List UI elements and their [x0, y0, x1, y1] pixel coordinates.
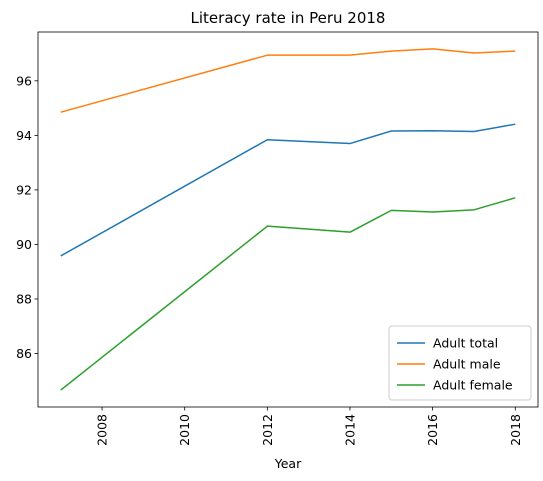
y-tick-label-3: 90: [16, 237, 32, 252]
legend-label-3: Adult female: [433, 378, 513, 393]
legend: Adult total Adult male Adult female: [388, 325, 532, 401]
series-line-2: [60, 48, 516, 113]
plot-frame: [37, 31, 539, 408]
series-line-3: [60, 197, 516, 391]
y-tick-label-6: 96: [16, 73, 32, 88]
x-axis-label: Year: [274, 456, 302, 471]
y-tick-label-4: 92: [16, 182, 32, 197]
x-tick-label-5: 2016: [425, 414, 440, 446]
x-tick-label-4: 2014: [342, 414, 357, 446]
series-line-1: [60, 123, 516, 257]
x-tick-label-3: 2012: [260, 414, 275, 446]
x-tick-label-6: 2018: [508, 414, 523, 446]
chart-title: Literacy rate in Peru 2018: [191, 9, 386, 27]
legend-box: [388, 325, 532, 401]
plot-area: [60, 48, 516, 391]
legend-label-1: Adult total: [433, 336, 498, 351]
y-tick-label-5: 94: [16, 128, 32, 143]
legend-label-2: Adult male: [433, 357, 501, 372]
x-tick-label-1: 2008: [95, 414, 110, 446]
y-tick-label-2: 88: [16, 292, 32, 307]
y-tick-label-1: 86: [16, 346, 32, 361]
x-tick-label-2: 2010: [177, 414, 192, 446]
axes: 86 88 90 92 94 96 2008 2010 2012 2014 2016 2018: [16, 31, 539, 446]
